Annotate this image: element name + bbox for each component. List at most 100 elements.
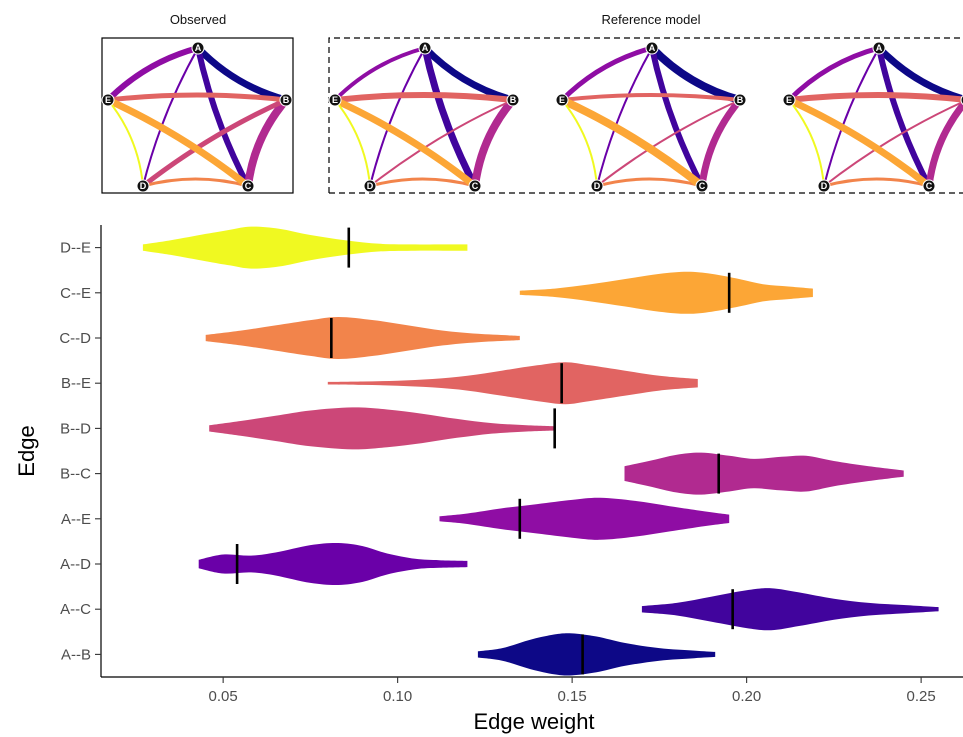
- network-node-label: D: [594, 181, 601, 191]
- observed-network: A B C D E: [101, 41, 293, 193]
- network-edge-c-d: [368, 177, 477, 188]
- y-tick-label: D--E: [60, 240, 91, 257]
- violin-b-c: [624, 452, 904, 495]
- violin-b-d: [209, 407, 555, 450]
- x-tick-label: 0.05: [209, 688, 238, 705]
- network-node-d: [136, 179, 150, 193]
- network-edge-b-e: [332, 92, 516, 103]
- network-edge-c-d: [141, 177, 250, 188]
- network-node-label: A: [876, 43, 883, 53]
- violin-c-e: [519, 271, 813, 314]
- network-edge-c-e: [104, 96, 252, 190]
- network-edge-b-d: [140, 97, 289, 189]
- network-edge-c-e: [331, 96, 479, 190]
- y-tick-label: B--D: [60, 420, 91, 437]
- network-edge-c-e: [785, 96, 933, 190]
- network-node-d: [590, 179, 604, 193]
- network-node-label: D: [821, 181, 828, 191]
- network-node-c: [468, 179, 482, 193]
- network-edge-b-d: [823, 100, 963, 187]
- network-edge-a-d: [369, 47, 426, 187]
- network-edge-a-c: [876, 45, 932, 189]
- network-node-a: [191, 41, 205, 55]
- network-node-label: D: [140, 181, 147, 191]
- reference-panel-frame: [328, 37, 963, 194]
- network-edge-b-e: [105, 92, 289, 103]
- network-edge-b-c: [244, 96, 290, 190]
- x-tick-label: 0.10: [383, 688, 412, 705]
- y-axis-title: Edge: [14, 425, 39, 476]
- network-node-label: C: [699, 181, 706, 191]
- network-edge-b-e: [560, 93, 742, 102]
- network-edge-d-e: [561, 99, 598, 187]
- network-node-e: [782, 93, 796, 107]
- network-node-label: B: [510, 95, 517, 105]
- network-edge-a-e: [786, 45, 882, 103]
- violin-b-e: [327, 362, 698, 405]
- network-node-label: D: [367, 181, 374, 191]
- network-node-label: C: [472, 181, 479, 191]
- network-edge-a-d: [823, 47, 880, 187]
- network-edge-c-d: [822, 177, 931, 188]
- network-edge-a-c: [649, 45, 705, 189]
- network-node-label: A: [649, 43, 656, 53]
- network-edge-a-d: [596, 47, 653, 187]
- y-tick-label: A--D: [60, 556, 91, 573]
- y-tick-label: B--E: [61, 375, 91, 392]
- x-tick-label: 0.20: [732, 688, 761, 705]
- network-node-a: [872, 41, 886, 55]
- reference-panel-title: Reference model: [602, 12, 701, 27]
- network-edge-b-c: [471, 96, 517, 190]
- network-edge-d-e: [788, 99, 825, 187]
- y-tick-label: B--C: [60, 466, 91, 483]
- network-node-c: [695, 179, 709, 193]
- reference-network-1: A B C D E: [328, 41, 520, 193]
- violin-plot: 0.05 0.10 0.15 0.20 0.25 A--B A--C A--D A--E B--…: [14, 225, 963, 734]
- network-edge-a-e: [333, 46, 427, 102]
- network-edge-c-e: [558, 96, 706, 190]
- x-tick-label: 0.25: [907, 688, 936, 705]
- network-node-label: C: [926, 181, 933, 191]
- network-node-e: [328, 93, 342, 107]
- network-node-label: E: [559, 95, 565, 105]
- violin-a-c: [641, 588, 939, 631]
- network-edge-a-e: [559, 45, 655, 103]
- network-edge-b-d: [369, 99, 514, 187]
- y-tick-label: C--E: [60, 285, 91, 302]
- network-node-label: E: [332, 95, 338, 105]
- y-tick-label: A--B: [61, 646, 91, 663]
- observed-panel-frame: [101, 37, 294, 194]
- network-edge-b-e: [786, 92, 963, 103]
- network-edge-c-d: [595, 177, 704, 188]
- reference-network-2: A B C D E: [555, 41, 747, 193]
- network-edge-a-e: [105, 45, 201, 103]
- network-node-label: B: [737, 95, 744, 105]
- network-node-b: [506, 93, 520, 107]
- network-node-b: [279, 93, 293, 107]
- y-tick-label: C--D: [59, 330, 91, 347]
- network-node-c: [922, 179, 936, 193]
- network-node-e: [101, 93, 115, 107]
- observed-panel-title: Observed: [170, 12, 226, 27]
- network-edge-d-e: [107, 99, 144, 187]
- network-node-a: [645, 41, 659, 55]
- network-node-label: B: [283, 95, 290, 105]
- network-node-b: [733, 93, 747, 107]
- violin-d-e: [142, 226, 468, 269]
- network-edge-b-c: [698, 96, 744, 190]
- network-edge-d-e: [334, 99, 371, 187]
- y-tick-label: A--E: [61, 511, 91, 528]
- network-edge-a-c: [195, 45, 251, 189]
- network-panels: Observed Reference model A B C D E A B C D E A B C D E…: [101, 12, 963, 194]
- network-edge-b-c: [925, 99, 963, 190]
- network-node-e: [555, 93, 569, 107]
- network-node-d: [817, 179, 831, 193]
- network-edge-a-c: [421, 44, 479, 190]
- violin-a-e: [439, 497, 730, 540]
- network-edge-b-d: [596, 99, 741, 187]
- x-tick-label: 0.15: [558, 688, 587, 705]
- network-node-c: [241, 179, 255, 193]
- y-tick-label: A--C: [60, 601, 91, 618]
